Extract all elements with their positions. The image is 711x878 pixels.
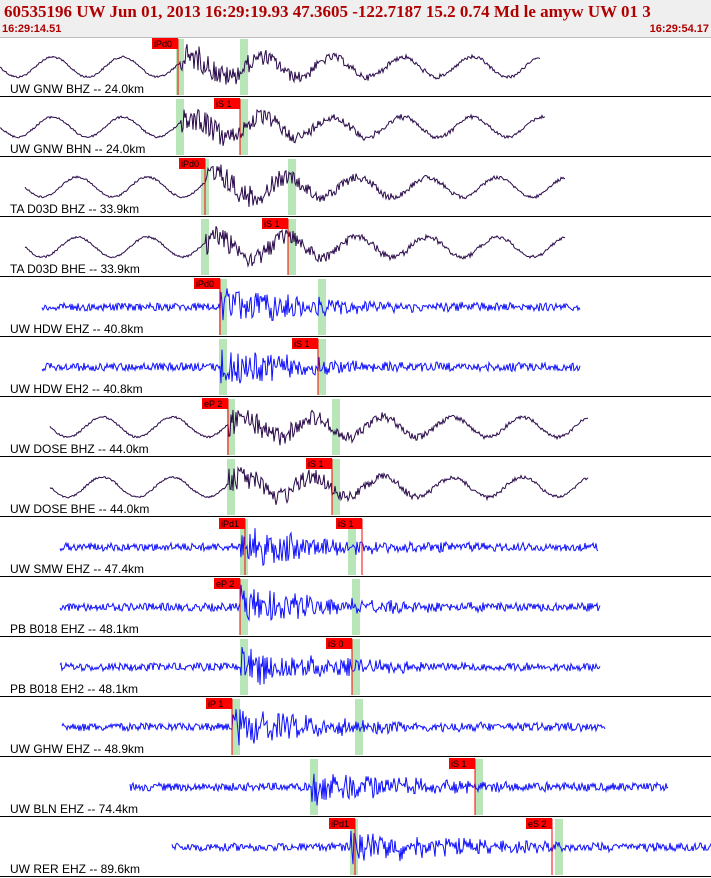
trace-row[interactable]: iPd0 UW GNW BHZ -- 24.0km [0,38,711,97]
waveform-trace[interactable] [49,409,588,446]
pick-flag[interactable] [179,158,205,169]
trace-row[interactable]: eP 2 UW DOSE BHZ -- 44.0km [0,398,711,457]
station-label: UW GNW BHZ -- 24.0km [10,82,144,96]
pick-flag[interactable] [329,818,355,829]
station-label: PB B018 EH2 -- 48.1km [10,682,138,696]
pick-label: iS 1 [338,519,354,529]
station-label: UW RER EHZ -- 89.6km [10,862,140,876]
pick-flag[interactable] [202,398,228,409]
trace-row[interactable]: eP 2 PB B018 EHZ -- 48.1km [0,578,711,637]
pick-flag[interactable] [306,458,332,469]
waveform-trace[interactable] [0,44,541,85]
pick-window [232,699,240,755]
pick-window [288,159,296,215]
station-label: UW HDW EH2 -- 40.8km [10,382,143,396]
event-header: 60535196 UW Jun 01, 2013 16:29:19.93 47.… [0,0,711,38]
waveform-trace[interactable] [129,773,669,806]
trace-row[interactable]: iPd0 TA D03D BHZ -- 33.9km [0,158,711,217]
pick-window [176,99,184,155]
waveform-trace[interactable] [41,349,581,384]
pick-window [555,819,563,875]
pick-label: iP 1 [208,699,223,709]
pick-label: iPd0 [154,39,172,49]
pick-flag[interactable] [214,98,240,109]
station-label: UW GNW BHN -- 24.0km [10,142,145,156]
pick-window [332,399,340,455]
pick-flag[interactable] [219,518,245,529]
station-label: UW GHW EHZ -- 48.9km [10,742,144,756]
trace-row[interactable]: iS 1 UW BLN EHZ -- 74.4km [0,758,711,817]
pick-flag[interactable] [526,818,552,829]
trace-row[interactable]: iP 1 UW GHW EHZ -- 48.9km [0,698,711,757]
pick-label: iPd1 [331,819,349,829]
pick-flag[interactable] [292,338,318,349]
pick-flag[interactable] [214,578,240,589]
pick-label: eP 2 [204,399,222,409]
station-label: UW HDW EHZ -- 40.8km [10,322,143,336]
waveform-trace[interactable] [61,709,606,746]
pick-flag[interactable] [194,278,220,289]
pick-label: iS 1 [451,759,467,769]
pick-label: iPd1 [221,519,239,529]
pick-window [352,639,360,695]
waveform-trace[interactable] [24,164,565,207]
trace-row[interactable]: iPd0 UW HDW EHZ -- 40.8km [0,278,711,337]
trace-row[interactable]: iPd1 iS 1 UW SMW EHZ -- 47.4km [0,518,711,577]
station-label: TA D03D BHZ -- 33.9km [10,202,139,216]
pick-flag[interactable] [262,218,288,229]
station-label: UW DOSE BHZ -- 44.0km [10,442,149,456]
pick-label: iS 1 [294,339,310,349]
pick-flag[interactable] [152,38,178,49]
pick-label: iS 0 [328,639,344,649]
trace-row[interactable]: iS 1 UW HDW EH2 -- 40.8km [0,338,711,397]
pick-label: iS 1 [216,99,232,109]
station-label: UW BLN EHZ -- 74.4km [10,802,138,816]
station-label: PB B018 EHZ -- 48.1km [10,622,139,636]
pick-flag[interactable] [449,758,475,769]
pick-label: iS 1 [264,219,280,229]
pick-window [332,459,340,515]
waveform-trace[interactable] [59,584,601,622]
trace-row[interactable]: iS 1 UW GNW BHN -- 24.0km [0,98,711,157]
window-end-time: 16:29:54.17 [649,23,709,35]
pick-window [227,399,235,455]
pick-window [201,219,209,275]
pick-window [240,639,248,695]
waveform-trace[interactable] [0,108,546,147]
waveform-trace[interactable] [59,647,601,685]
pick-window [240,579,248,635]
station-label: UW DOSE BHE -- 44.0km [10,502,149,516]
trace-row[interactable]: iPd1 eS 2 UW RER EHZ -- 89.6km [0,818,711,877]
pick-label: eS 2 [528,819,547,829]
trace-row[interactable]: iS 1 TA D03D BHE -- 33.9km [0,218,711,277]
seismogram-panel[interactable]: iPd0 UW GNW BHZ -- 24.0km iS 1 UW GNW BHN -… [0,37,711,878]
station-label: UW SMW EHZ -- 47.4km [10,562,144,576]
trace-row[interactable]: iS 0 PB B018 EH2 -- 48.1km [0,638,711,697]
window-start-time: 16:29:14.51 [2,23,62,35]
event-title: 60535196 UW Jun 01, 2013 16:29:19.93 47.… [4,2,651,21]
waveform-trace[interactable] [171,830,711,865]
waveform-trace[interactable] [49,466,589,505]
pick-label: iPd0 [181,159,199,169]
pick-flag[interactable] [336,518,362,529]
pick-window [219,279,227,335]
pick-window [240,519,248,575]
pick-window [176,39,184,95]
waveform-trace[interactable] [59,528,599,567]
pick-window [318,339,326,395]
trace-row[interactable]: iS 1 UW DOSE BHE -- 44.0km [0,458,711,517]
pick-flag[interactable] [326,638,352,649]
pick-window [288,219,296,275]
pick-flag[interactable] [206,698,232,709]
pick-label: iPd0 [196,279,214,289]
waveform-trace[interactable] [41,288,581,321]
pick-label: iS 1 [308,459,324,469]
waveform-trace[interactable] [24,226,566,268]
station-label: TA D03D BHE -- 33.9km [10,262,140,276]
pick-label: eP 2 [216,579,234,589]
